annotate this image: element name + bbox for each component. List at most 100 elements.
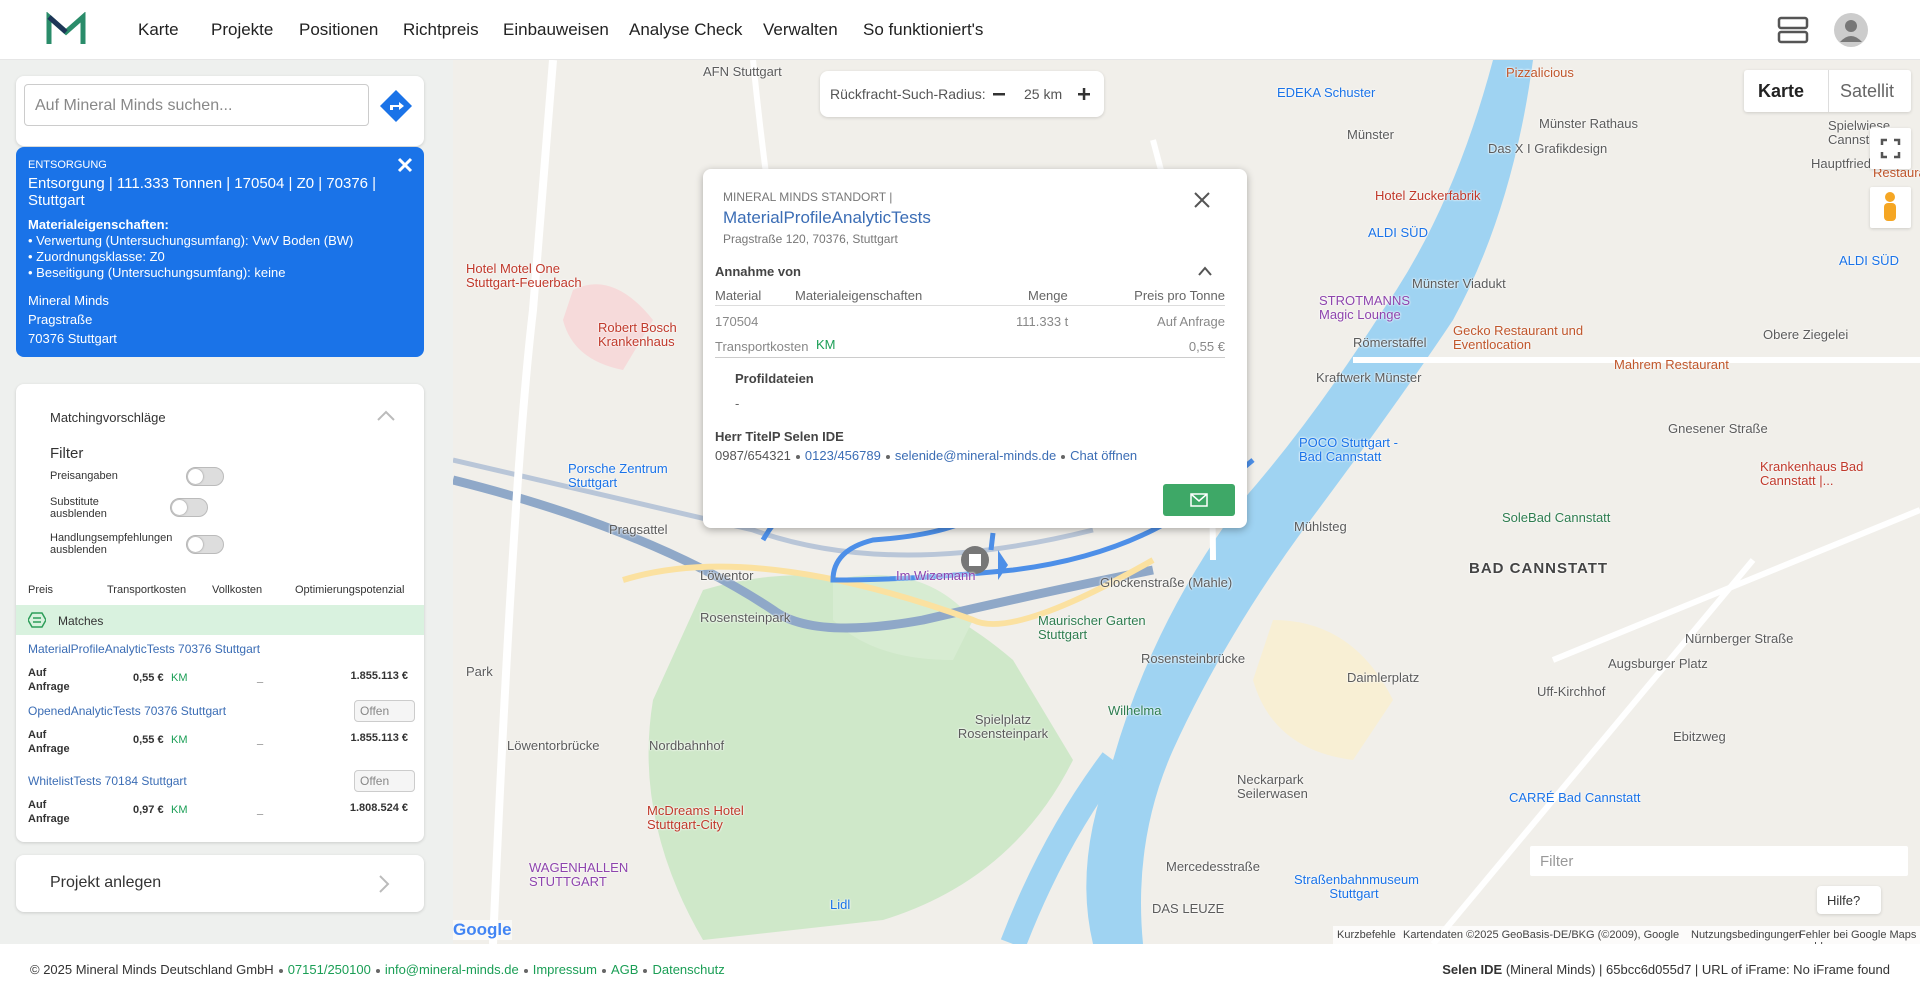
nav-link[interactable]: Analyse Check: [629, 20, 743, 39]
copyright: © 2025 Mineral Minds Deutschland GmbH: [30, 962, 274, 977]
footer-link[interactable]: 07151/250100: [287, 962, 371, 977]
map-label: Ebitzweg: [1673, 729, 1726, 744]
toggle[interactable]: [186, 535, 224, 554]
map-label: Pragsattel: [609, 522, 668, 537]
footer-link[interactable]: info@mineral-minds.de: [384, 962, 519, 977]
search-input[interactable]: Auf Mineral Minds suchen...: [24, 84, 369, 126]
project-button[interactable]: Projekt anlegen: [16, 855, 424, 912]
match-name[interactable]: OpenedAnalyticTests 70376 Stuttgart: [28, 704, 227, 718]
status-badge[interactable]: Offen: [354, 700, 415, 722]
map-label: Maurischer Garten Stuttgart: [1038, 613, 1146, 642]
footer-link[interactable]: Datenschutz: [652, 962, 725, 977]
email[interactable]: selenide@mineral-minds.de: [894, 448, 1057, 463]
price: Auf Anfrage: [28, 729, 70, 755]
match-name[interactable]: WhitelistTests 70184 Stuttgart: [28, 774, 187, 788]
google-logo: Google: [453, 920, 512, 940]
toggle[interactable]: [170, 498, 208, 517]
info-card: ENTSORGUNG Entsorgung | 111.333 Tonnen |…: [16, 147, 424, 357]
nav-link[interactable]: Karte: [138, 20, 179, 39]
transport: 0,55 €: [133, 672, 164, 684]
footer-link[interactable]: AGB: [611, 962, 639, 977]
plus-button[interactable]: [1077, 87, 1091, 101]
nav-link[interactable]: Verwalten: [763, 20, 838, 39]
logo[interactable]: [46, 12, 86, 48]
map-label: POCO Stuttgart - Bad Cannstatt: [1299, 435, 1398, 464]
attribution-item[interactable]: Nutzungsbedingungen: [1691, 929, 1802, 941]
location-popup: MINERAL MINDS STANDORT | MaterialProfile…: [703, 169, 1247, 528]
map-graphics: [453, 60, 1920, 944]
footer-link[interactable]: Impressum: [532, 962, 597, 977]
cell: 170504: [715, 314, 759, 329]
nav-link[interactable]: Einbauweisen: [503, 20, 609, 39]
map-label: EDEKA Schuster: [1277, 85, 1376, 100]
matching-panel: Matchingvorschläge Filter Preisangaben S…: [16, 384, 424, 842]
map-label: Im Wizemann: [896, 568, 976, 583]
map-label: Hotel Motel One Stuttgart-Feuerbach: [466, 261, 582, 290]
potential: 1.855.113 €: [350, 732, 408, 744]
map-label: Hotel Zuckerfabrik: [1375, 188, 1481, 203]
km: KM: [171, 734, 188, 746]
header: Karte Projekte Positionen Richtpreis Ein…: [0, 0, 1920, 60]
avatar[interactable]: [1833, 12, 1869, 48]
separator: [1061, 454, 1066, 459]
map-label: Hauptfriedhof: [1811, 156, 1890, 171]
map-label: Krankenhaus Bad Cannstatt |...: [1760, 459, 1864, 488]
map-label: Münster Rathaus: [1539, 116, 1638, 131]
close-button[interactable]: [397, 157, 413, 173]
pegman[interactable]: [1870, 187, 1911, 228]
mobile[interactable]: 0123/456789: [804, 448, 881, 463]
address-line: 70376 Stuttgart: [28, 331, 117, 346]
server-icon[interactable]: [1777, 16, 1809, 44]
nav-link[interactable]: Positionen: [299, 20, 379, 39]
map-label: Mahrem Restaurant: [1614, 357, 1729, 372]
separator: [643, 968, 648, 973]
map-label: Park: [466, 664, 493, 679]
radius-value: 25 km: [1024, 86, 1063, 102]
status-badge[interactable]: Offen: [354, 770, 415, 792]
nav-link[interactable]: Projekte: [211, 20, 274, 39]
route-button[interactable]: [378, 88, 414, 124]
map-type-button[interactable]: Karte: [1758, 81, 1805, 101]
transport: 0,55 €: [133, 734, 164, 746]
map-label: Glockenstraße (Mahle): [1100, 575, 1233, 590]
potential: 1.808.524 €: [349, 802, 408, 814]
nav-link[interactable]: So funktioniert's: [863, 20, 984, 39]
minus-button[interactable]: [992, 87, 1006, 101]
map-label: Spielplatz Rosensteinpark: [957, 712, 1049, 741]
chat-link[interactable]: Chat öffnen: [1070, 448, 1138, 463]
map-label: Nordbahnhof: [649, 738, 725, 753]
cell: Auf Anfrage: [1157, 314, 1225, 329]
attribution-item[interactable]: Kurzbefehle: [1337, 929, 1396, 941]
map-label: Gecko Restaurant und Eventlocation: [1453, 323, 1584, 352]
help-button[interactable]: Hilfe?: [1817, 886, 1881, 914]
map-label: BAD CANNSTATT: [1469, 560, 1609, 577]
toggle[interactable]: [186, 467, 224, 486]
col-header: Material: [715, 288, 762, 303]
map-label: Obere Ziegelei: [1763, 327, 1849, 342]
map-label: Nürnberger Straße: [1685, 631, 1794, 646]
match-name[interactable]: MaterialProfileAnalyticTests 70376 Stutt…: [28, 642, 261, 656]
map-type-button[interactable]: Satellit: [1840, 81, 1895, 101]
project-button-label: Projekt anlegen: [50, 874, 162, 891]
close-button[interactable]: [1193, 191, 1211, 209]
fullscreen-button[interactable]: [1870, 128, 1911, 169]
search-box: Auf Mineral Minds suchen...: [16, 76, 424, 146]
popup-title[interactable]: MaterialProfileAnalyticTests: [723, 208, 931, 227]
separator: [278, 968, 283, 973]
footer-right: Selen IDE (Mineral Minds) | 65bcc6d055d7…: [1442, 962, 1890, 977]
attribution-item[interactable]: Fehler bei Google Maps melden: [1799, 929, 1917, 944]
collapse-icon[interactable]: [376, 410, 396, 422]
map-filter[interactable]: Filter: [1530, 846, 1908, 876]
address-line: Mineral Minds: [28, 293, 109, 308]
map-label: Römerstaffel: [1353, 335, 1427, 350]
separator: [375, 968, 380, 973]
prop: • Zuordnungsklasse: Z0: [28, 249, 165, 264]
meta: (Mineral Minds) | 65bcc6d055d7 | URL of …: [1505, 962, 1890, 977]
nav-link[interactable]: Richtpreis: [403, 20, 479, 39]
contact-line: 0987/654321 0123/456789 selenide@mineral-m…: [715, 448, 1137, 463]
col-header: Transportkosten: [107, 584, 187, 596]
send-button[interactable]: [1163, 484, 1235, 516]
divider: [715, 305, 1225, 306]
files-value: -: [735, 396, 740, 411]
collapse-icon[interactable]: [1197, 265, 1213, 277]
